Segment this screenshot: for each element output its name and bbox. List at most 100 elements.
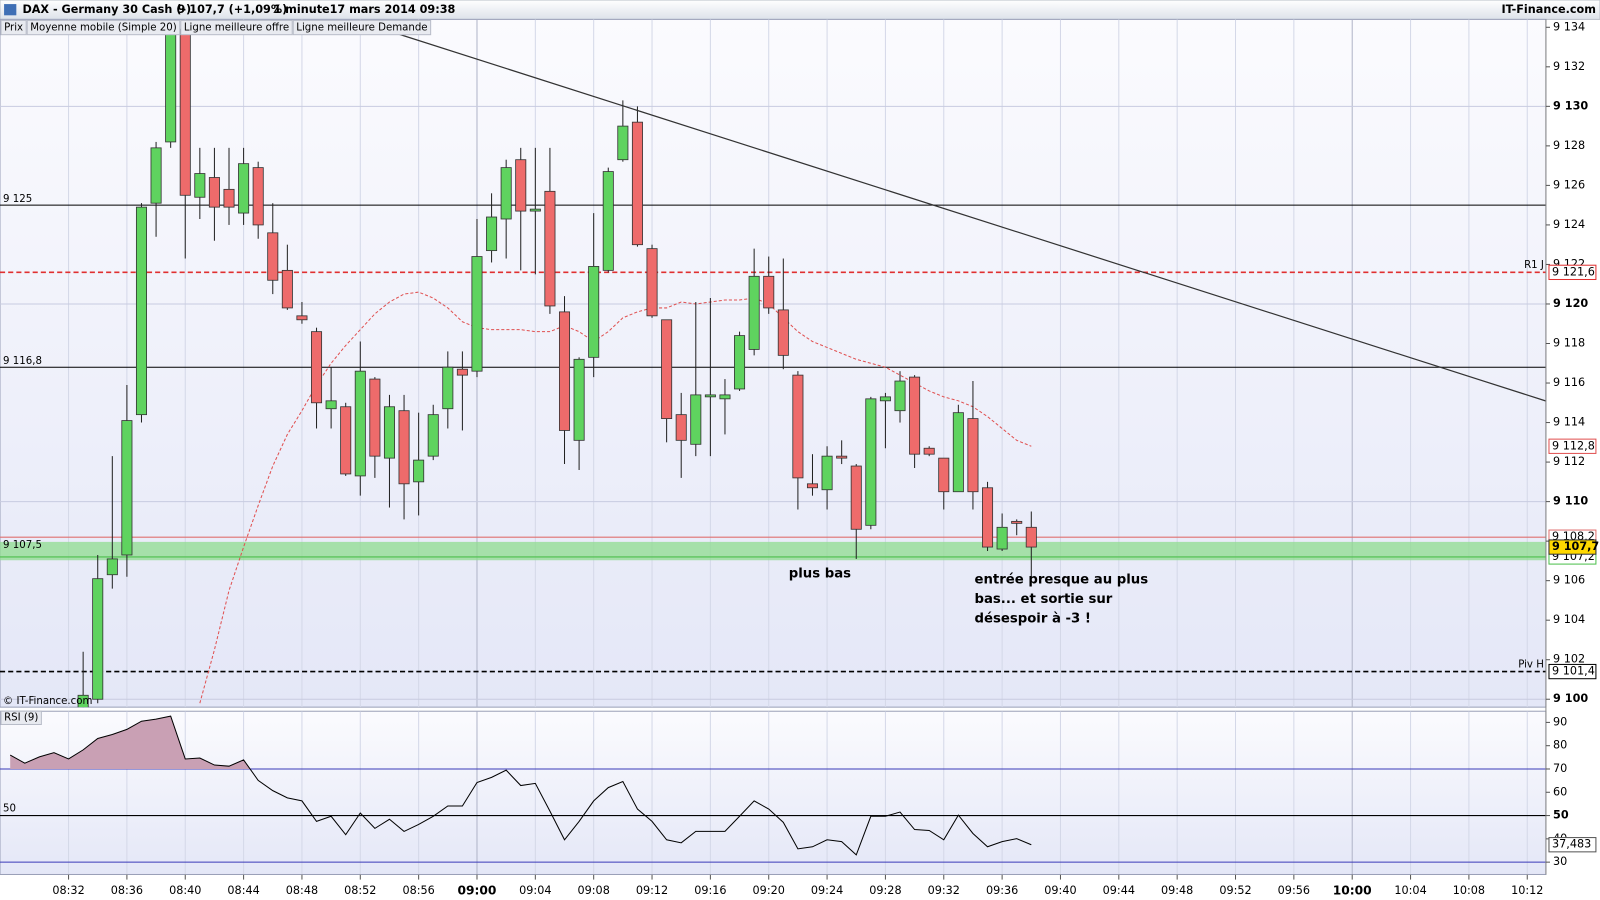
candle-body [865, 398, 877, 526]
candle-body [486, 216, 498, 252]
candle-body [121, 420, 133, 556]
candle-body [573, 358, 585, 441]
y-tick-label: 9 106 [1553, 574, 1585, 587]
x-tick-label: 08:56 [402, 884, 434, 897]
candle-body [383, 406, 395, 459]
candle-body [281, 269, 293, 309]
x-tick-label: 09:20 [753, 884, 785, 897]
rsi-tag [1548, 837, 1597, 853]
rsi-panel [0, 710, 1547, 875]
watermark: © IT-Finance.com [3, 696, 92, 707]
x-tick-label: 09:00 [458, 883, 497, 897]
datetime: 17 mars 2014 09:38 [330, 3, 456, 16]
x-tick-label: 08:48 [286, 884, 318, 897]
instrument: DAX - Germany 30 Cash (-) [22, 3, 191, 16]
candle-body [792, 374, 804, 479]
candle-body [952, 412, 964, 493]
legend-item[interactable]: RSI (9) [0, 710, 42, 725]
candle-body [909, 376, 921, 455]
rsi-overbought-area [10, 716, 251, 769]
y-tick-label: 70 [1553, 762, 1567, 775]
candle-body [558, 311, 571, 431]
y-tick-label: 9 118 [1553, 337, 1585, 350]
legend-item[interactable]: Prix [0, 19, 27, 36]
y-tick-label: 50 [1553, 809, 1569, 822]
candle-body [529, 208, 541, 212]
price-panel [0, 18, 1547, 708]
level-name: Piv H [1518, 659, 1544, 670]
candle-body [223, 188, 235, 208]
candle-body [500, 167, 512, 220]
candle-body [661, 319, 673, 420]
candle-body [646, 248, 658, 317]
candle-body [719, 394, 731, 400]
candle-body [806, 483, 818, 489]
rsi-tag-label: 37,483 [1552, 838, 1591, 851]
price-tag [1548, 663, 1597, 680]
candle-body [208, 177, 220, 208]
x-tick-label: 09:56 [1278, 884, 1310, 897]
candle-body [442, 366, 454, 410]
x-tick-label: 09:12 [636, 884, 668, 897]
y-tick-label: 9 124 [1553, 218, 1585, 231]
candle-body [734, 335, 746, 390]
x-tick-label: 08:40 [169, 884, 201, 897]
quote: 9 107,7 (+1,09%) [178, 3, 288, 16]
candle-body [631, 121, 643, 246]
level-label: 9 107,5 [3, 540, 42, 551]
y-tick-label: 30 [1553, 855, 1567, 868]
y-tick-label: 60 [1553, 785, 1567, 798]
candle-body [821, 455, 833, 491]
annotation: désespoir à -3 ! [974, 610, 1090, 626]
candle-body [354, 370, 366, 477]
y-tick-label: 9 100 [1553, 692, 1588, 705]
price-tag-label: 9 112,8 [1552, 439, 1595, 452]
y-tick-label: 9 130 [1553, 99, 1588, 112]
candle-body [690, 394, 702, 445]
candle-body [1011, 520, 1023, 524]
price-tag [1548, 264, 1597, 281]
candle-body [311, 331, 323, 404]
candle-body [340, 406, 352, 475]
legend-item[interactable]: Moyenne mobile (Simple 20) [26, 19, 181, 36]
candle-body [617, 125, 629, 161]
interval: 1 minute [273, 3, 330, 16]
candle-body [135, 206, 147, 416]
legend-box [26, 19, 181, 36]
candle-body [179, 28, 191, 196]
legend-label: Moyenne mobile (Simple 20) [30, 23, 176, 34]
candle-body [704, 394, 716, 398]
candle-body [238, 163, 250, 214]
candle-body [515, 159, 527, 212]
annotation: bas... et sortie sur [974, 592, 1112, 607]
x-tick-label: 09:44 [1103, 884, 1135, 897]
candle-body [982, 487, 994, 548]
candle-body [427, 414, 439, 457]
legend-item[interactable]: Ligne meilleure offre [180, 19, 293, 36]
y-tick-label: 80 [1553, 739, 1567, 752]
y-tick-label: 9 104 [1553, 613, 1585, 626]
x-tick-label: 10:08 [1453, 884, 1485, 897]
level-label: 50 [3, 803, 16, 814]
candle-body [996, 526, 1008, 550]
candle-body [836, 455, 848, 459]
candle-body [1025, 526, 1037, 548]
y-tick-label: 9 120 [1553, 297, 1588, 310]
candle-body [106, 558, 118, 576]
candle-body [471, 256, 483, 372]
app-icon[interactable] [4, 4, 17, 16]
y-tick-label: 9 134 [1553, 20, 1585, 33]
level-name: R1 J [1524, 260, 1544, 271]
trend-line [387, 30, 1547, 402]
legend-label: Ligne meilleure Demande [296, 23, 427, 34]
level-label: 9 116,8 [3, 356, 42, 367]
candle-body [879, 396, 891, 402]
legend-item[interactable]: Ligne meilleure Demande [292, 19, 432, 36]
annotation: entrée presque au plus [974, 572, 1148, 588]
legend-box [0, 19, 27, 36]
candle-body [267, 232, 279, 281]
price-tag [1548, 438, 1597, 454]
candle-body [413, 459, 425, 483]
